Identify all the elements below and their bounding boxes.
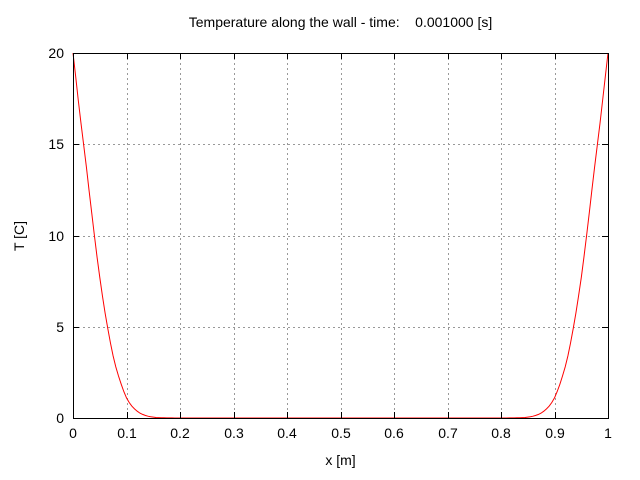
x-tick-label: 0.8	[491, 425, 511, 441]
y-tick-label: 20	[48, 45, 64, 61]
y-tick-label: 5	[56, 319, 64, 335]
temperature-curve	[72, 52, 609, 419]
x-tick-label: 0.2	[170, 425, 190, 441]
x-axis-label: x [m]	[325, 452, 356, 468]
plot-border-and-ticks	[73, 53, 609, 419]
x-tick-label: 0.3	[224, 425, 244, 441]
x-tick-label: 1	[604, 425, 612, 441]
x-tick-label: 0.1	[117, 425, 137, 441]
chart-title: Temperature along the wall - time: 0.001…	[188, 14, 493, 30]
y-tick-label: 15	[48, 136, 64, 152]
series-temperature-profile	[72, 52, 609, 419]
x-tick-label: 0.9	[545, 425, 565, 441]
x-tick-label: 0.5	[331, 425, 351, 441]
x-tick-label: 0	[69, 425, 77, 441]
x-tick-label: 0.7	[438, 425, 458, 441]
x-tick-label: 0.6	[384, 425, 404, 441]
x-tick-label: 0.4	[277, 425, 297, 441]
grid-lines	[73, 53, 608, 418]
y-tick-label: 10	[48, 228, 64, 244]
y-tick-label: 0	[56, 410, 64, 426]
